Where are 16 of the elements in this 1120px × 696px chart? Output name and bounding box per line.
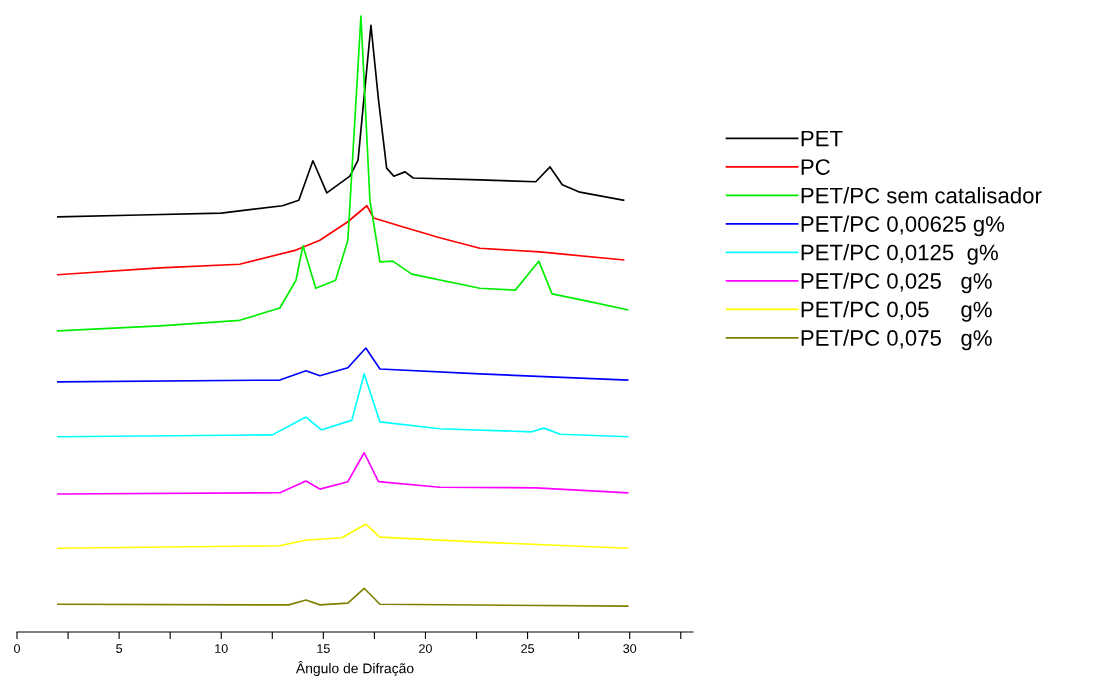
- x-tick-label: 20: [419, 644, 432, 653]
- legend-label: PET: [801, 130, 843, 147]
- legend-label: PET/PC 0,025 g%: [801, 272, 992, 294]
- legend-label: PET/PC 0,00625 g%: [801, 215, 1005, 237]
- x-tick-label: 15: [317, 644, 330, 653]
- legend-label: PET/PC 0,075 g%: [801, 329, 992, 351]
- x-tick-label: 10: [215, 644, 228, 653]
- x-tick-label: 30: [623, 644, 637, 653]
- legend-label: PC: [801, 159, 830, 175]
- legend-label: PET/PC 0,05 g%: [801, 301, 992, 322]
- legend-label: PET/PC 0,0125 g%: [801, 244, 998, 265]
- x-tick-label: 25: [521, 644, 534, 653]
- x-axis-title: Ângulo de Difração: [295, 661, 414, 677]
- x-tick-label: 0: [14, 644, 20, 653]
- x-tick-label: 5: [116, 644, 123, 653]
- legend-label: PET/PC sem catalisador: [801, 187, 1042, 204]
